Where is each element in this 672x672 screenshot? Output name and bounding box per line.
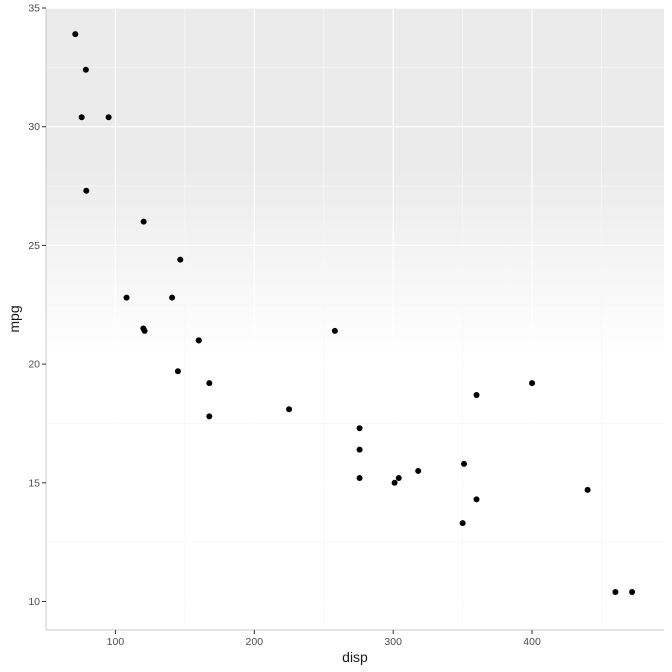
data-point — [140, 218, 147, 225]
data-point — [356, 446, 363, 453]
data-point — [72, 31, 79, 38]
data-point — [169, 294, 176, 301]
data-point — [629, 589, 636, 596]
data-point — [83, 187, 90, 194]
data-point — [391, 479, 398, 486]
data-point — [174, 368, 181, 375]
data-point — [395, 475, 402, 482]
y-tick-label: 30 — [28, 121, 40, 133]
x-tick-label: 300 — [384, 636, 402, 648]
data-point — [123, 294, 130, 301]
grid-major — [46, 7, 664, 630]
plot-panel — [46, 8, 664, 630]
y-tick-label: 20 — [28, 359, 40, 371]
data-point — [206, 413, 213, 420]
x-tick-label: 400 — [523, 636, 541, 648]
data-point — [105, 114, 112, 121]
data-point — [584, 486, 591, 493]
data-point — [612, 589, 619, 596]
data-point — [177, 256, 184, 263]
y-tick-label: 15 — [28, 477, 40, 489]
data-point — [141, 327, 148, 334]
data-point — [473, 391, 480, 398]
data-point — [195, 337, 202, 344]
y-tick-label: 35 — [28, 3, 40, 15]
data-point — [529, 380, 536, 387]
data-point — [331, 327, 338, 334]
data-point — [78, 114, 85, 121]
data-point — [206, 380, 213, 387]
x-tick-label: 100 — [107, 636, 125, 648]
data-point — [82, 66, 89, 73]
y-axis-title: mpg — [6, 305, 22, 332]
grid-minor — [45, 8, 664, 630]
data-points — [72, 31, 636, 596]
x-tick-label: 200 — [246, 636, 264, 648]
data-point — [286, 406, 293, 413]
data-point — [461, 460, 468, 467]
y-tick-label: 10 — [28, 596, 40, 608]
data-point — [356, 475, 363, 482]
x-axis-title: disp — [342, 649, 368, 665]
data-point — [415, 467, 422, 474]
axis-ticks: 100 200 300 400 10 15 20 25 30 35 — [28, 3, 541, 649]
data-point — [356, 425, 363, 432]
data-point — [459, 520, 466, 527]
y-tick-label: 25 — [28, 240, 40, 252]
data-point — [473, 496, 480, 503]
